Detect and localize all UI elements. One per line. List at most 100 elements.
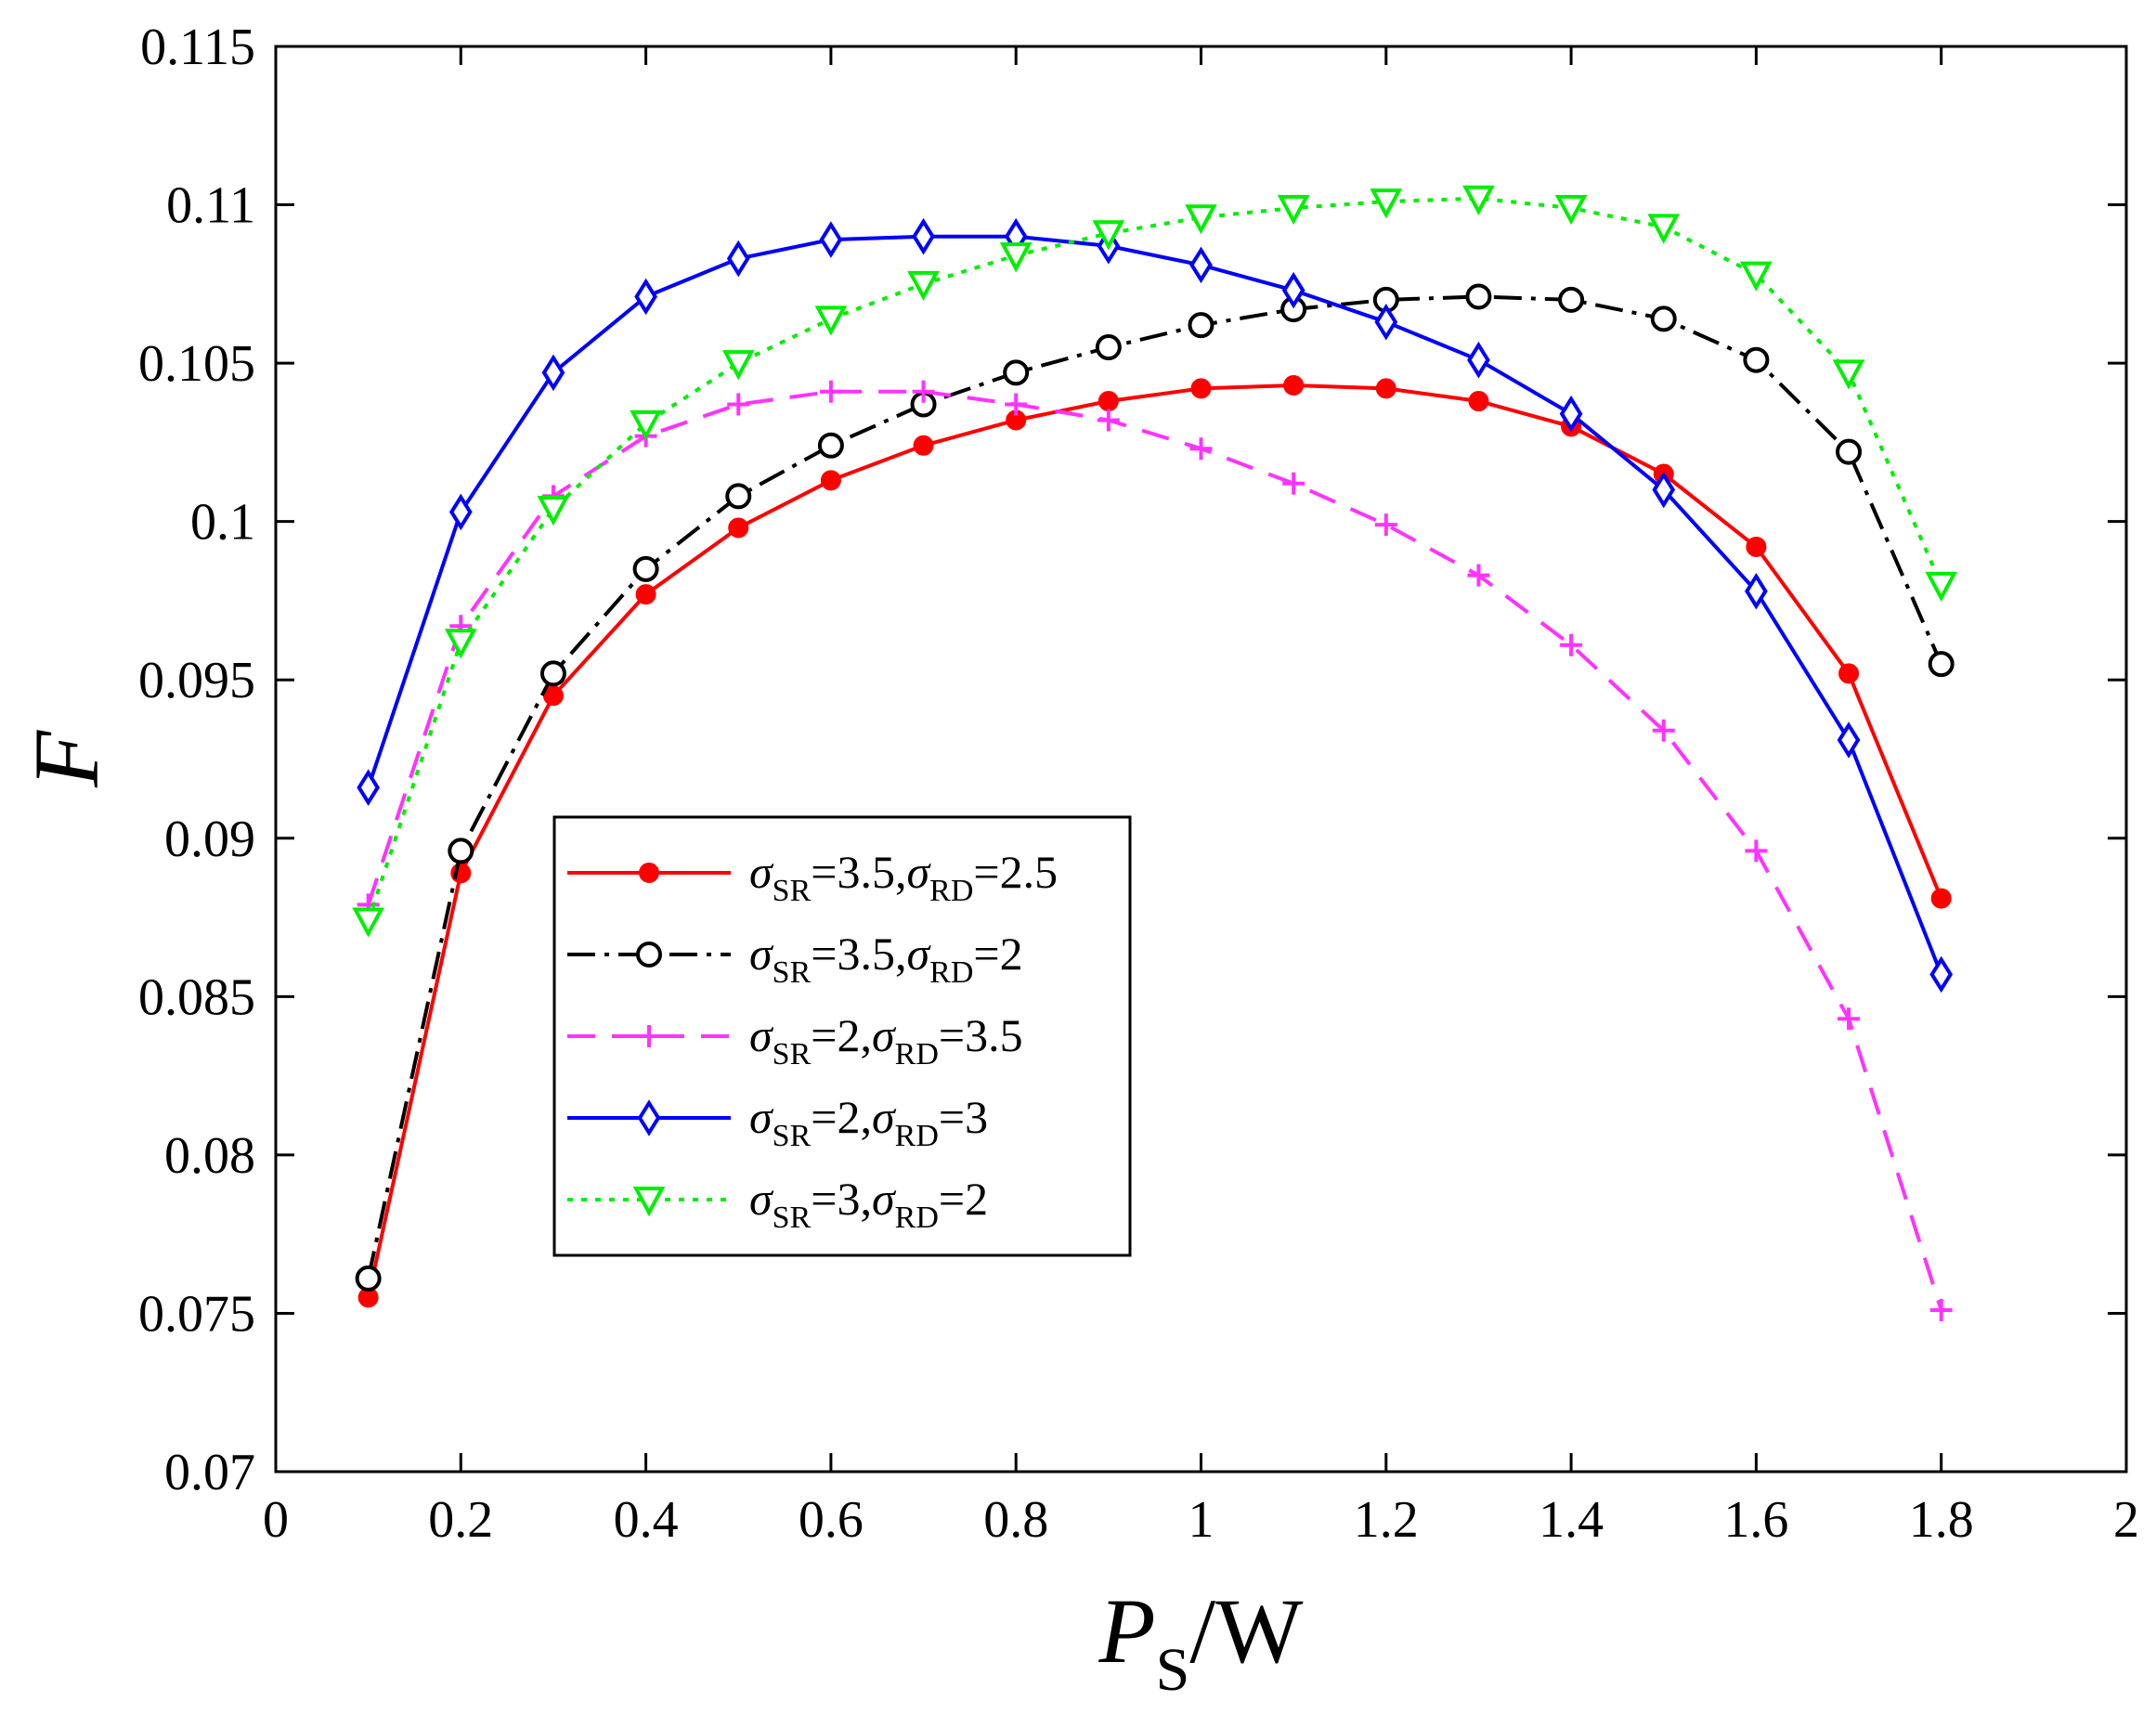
data-point <box>1283 374 1305 396</box>
y-axis-label: F <box>15 730 118 788</box>
legend-label-v2: =2.5 <box>973 846 1058 898</box>
series-line <box>366 234 1943 976</box>
data-point <box>352 907 384 938</box>
legend-label: σSR=2,σRD=3 <box>749 1091 988 1153</box>
legend-label-s2: σ <box>906 846 931 898</box>
data-point <box>1375 378 1396 399</box>
data-point <box>1647 214 1681 244</box>
data-point <box>1095 334 1122 361</box>
legend-label-v1: =3, <box>811 1173 872 1225</box>
data-point <box>1003 359 1030 386</box>
legend-marker <box>636 941 662 967</box>
series-line <box>366 294 1943 1279</box>
data-point <box>448 838 474 864</box>
data-point <box>1652 471 1676 509</box>
x-tick-label: 0.2 <box>428 1491 493 1549</box>
legend-label-s1: σ <box>749 846 774 898</box>
data-point <box>1462 185 1495 215</box>
data-point <box>1281 271 1305 309</box>
axis-ticks: 0 0.2 0.4 0.6 0.8 1 1.2 1.4 1.6 1.8 2 0.07 0.075 0.08… <box>138 19 2139 1549</box>
legend-label-v2: =2 <box>939 1173 988 1225</box>
series-layer <box>352 185 1958 1322</box>
data-point <box>357 769 381 806</box>
legend-label-sub2: RD <box>929 874 973 908</box>
legend-label-sub2: RD <box>895 1201 939 1235</box>
data-point <box>1745 839 1768 863</box>
data-point <box>635 584 656 605</box>
data-point <box>728 517 749 539</box>
x-tick-label: 1.6 <box>1723 1491 1788 1549</box>
legend-label-sub2: RD <box>895 1037 939 1071</box>
data-point <box>632 555 659 582</box>
data-point <box>819 380 842 403</box>
data-point <box>1838 1007 1861 1031</box>
data-point <box>1185 204 1217 235</box>
legend-label: σSR=3,σRD=2 <box>749 1173 988 1235</box>
y-tick-label: 0.075 <box>138 1285 255 1343</box>
data-point <box>1467 564 1490 587</box>
series-1 <box>357 374 1952 1308</box>
data-point <box>448 493 473 531</box>
data-point <box>1740 261 1773 292</box>
data-point <box>1930 888 1952 909</box>
data-point <box>725 483 752 510</box>
data-point <box>1282 472 1305 495</box>
data-point <box>1189 246 1213 284</box>
legend-item: σSR=2,σRD=3 <box>567 1091 988 1153</box>
x-axis-label: PS/W <box>1098 1579 1305 1704</box>
data-point <box>1188 312 1214 339</box>
data-point <box>630 409 662 441</box>
data-point <box>1746 536 1767 557</box>
data-point <box>537 496 570 526</box>
y-tick-label: 0.1 <box>190 494 255 552</box>
legend-label-v1: =3.5, <box>811 928 906 980</box>
series-line <box>366 383 1943 1298</box>
data-point <box>1652 719 1675 742</box>
legend-label-sub1: SR <box>773 874 812 908</box>
y-tick-label: 0.11 <box>166 177 255 235</box>
data-point <box>913 435 934 456</box>
data-point <box>1836 438 1863 465</box>
data-point <box>1097 409 1120 432</box>
data-point <box>539 660 566 687</box>
legend-label-v1: =3.5, <box>811 846 906 898</box>
data-point <box>1374 303 1398 341</box>
legend-label-s2: σ <box>906 928 931 980</box>
data-point <box>634 278 657 316</box>
legend-label-v1: =2, <box>811 1009 872 1061</box>
legend-item: σSR=3,σRD=2 <box>567 1173 988 1235</box>
data-point <box>1929 1299 1953 1322</box>
data-point <box>1559 395 1583 433</box>
data-point <box>1929 955 1954 993</box>
data-point <box>726 240 750 278</box>
x-tick-label: 2 <box>2113 1491 2139 1549</box>
x-axis-label-sub: S <box>1156 1636 1190 1704</box>
data-point <box>912 217 935 255</box>
legend-label-s2: σ <box>872 1173 897 1225</box>
data-point <box>1374 513 1397 537</box>
x-axis-label-main: P <box>1098 1579 1156 1682</box>
legend-label-sub2: RD <box>895 1119 939 1153</box>
series-line <box>366 389 1943 1311</box>
data-point <box>1837 721 1861 759</box>
data-point <box>907 270 940 302</box>
legend-marker <box>632 1187 666 1217</box>
legend-label-sub1: SR <box>773 1037 812 1071</box>
data-point <box>444 629 477 659</box>
y-tick-label: 0.085 <box>138 968 255 1026</box>
data-point <box>1005 393 1028 416</box>
legend-marker <box>637 1099 661 1136</box>
x-tick-label: 0 <box>263 1491 289 1549</box>
data-point <box>1745 572 1768 610</box>
data-point <box>912 380 935 403</box>
data-point <box>1189 437 1213 461</box>
y-tick-label: 0.09 <box>164 811 255 868</box>
legend-label-v2: =3.5 <box>939 1009 1023 1061</box>
data-point <box>1467 341 1490 379</box>
data-point <box>1097 391 1119 412</box>
legend-marker <box>638 1025 660 1047</box>
legend-label-s1: σ <box>749 1009 774 1061</box>
data-point <box>1465 283 1492 310</box>
data-point <box>814 305 848 336</box>
